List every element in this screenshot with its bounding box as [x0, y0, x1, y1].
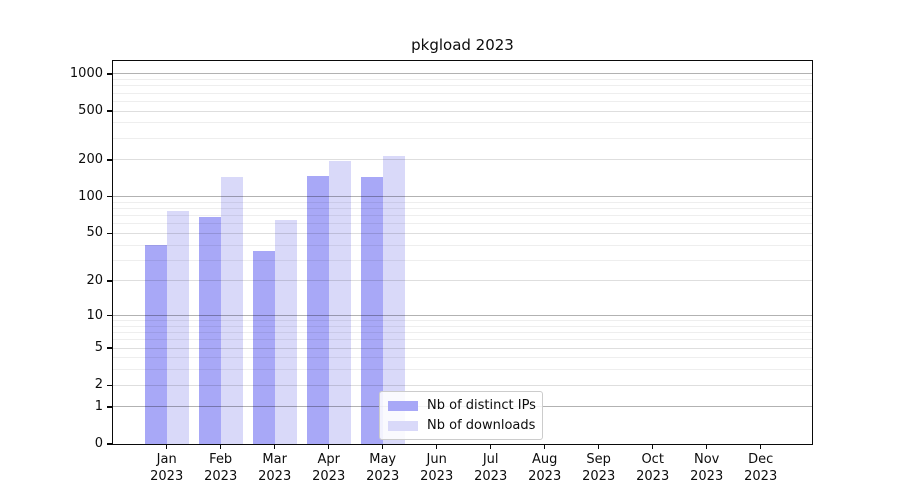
y-axis-tick-label: 200: [78, 151, 103, 167]
gridline-major: [113, 196, 812, 198]
x-axis-tick: [490, 444, 492, 449]
gridline-minor: [113, 92, 812, 94]
bar-downloads-apr: [328, 161, 351, 444]
x-axis-tick: [652, 444, 654, 449]
x-axis-tick-label: Feb 2023: [204, 452, 238, 484]
x-axis-tick-label: Mar 2023: [258, 452, 292, 484]
x-axis-tick-label: Apr 2023: [312, 452, 346, 484]
gridline-minor: [113, 100, 812, 102]
legend-entry-distinct-ips: Nb of distinct IPs: [388, 398, 536, 413]
x-axis-tick-label: Jun 2023: [420, 452, 454, 484]
y-axis-tick-label: 20: [86, 272, 103, 288]
x-axis-tick-label: Oct 2023: [636, 452, 670, 484]
bar-ips-jan: [144, 245, 167, 444]
y-axis-tick-label: 10: [86, 307, 103, 323]
x-axis-tick-label: Sep 2023: [582, 452, 616, 484]
x-axis-tick-label: Jan 2023: [150, 452, 184, 484]
gridline-minor: [113, 201, 812, 203]
bar-downloads-feb: [220, 177, 243, 444]
y-axis-tick-label: 1000: [69, 65, 103, 81]
y-axis-tick: [107, 384, 112, 386]
y-axis-tick: [107, 314, 112, 317]
y-axis-tick: [107, 280, 112, 282]
gridline-major: [113, 280, 812, 282]
legend: Nb of distinct IPs Nb of downloads: [379, 391, 543, 440]
gridline-minor: [113, 332, 812, 334]
gridline-minor: [113, 259, 812, 261]
y-axis-tick-label: 50: [86, 225, 103, 241]
bar-ips-mar: [252, 250, 275, 444]
gridline-minor: [113, 244, 812, 246]
plot-area: Nb of distinct IPs Nb of downloads 0 1 2 5 1…: [70, 60, 813, 484]
x-axis-tick: [220, 444, 222, 449]
y-axis-tick: [107, 159, 112, 161]
bar-ips-feb: [198, 217, 221, 444]
bar-ips-apr: [306, 176, 329, 444]
y-axis-tick-label: 100: [78, 188, 103, 204]
y-axis-tick: [107, 443, 112, 445]
x-axis-tick: [328, 444, 330, 449]
gridline-minor: [113, 208, 812, 210]
x-axis-tick: [436, 444, 438, 449]
gridline-major: [113, 347, 812, 349]
x-axis-tick-label: Jul 2023: [474, 452, 508, 484]
y-axis-tick: [107, 232, 112, 235]
x-axis-tick: [274, 444, 276, 449]
gridline-major: [113, 110, 812, 112]
y-axis-tick-label: 2: [94, 377, 103, 393]
gridline-minor: [113, 325, 812, 327]
legend-swatch-downloads: [388, 420, 418, 431]
y-axis-tick-label: 1: [94, 398, 103, 414]
x-axis-tick-label: May 2023: [366, 452, 400, 484]
legend-label-downloads: Nb of downloads: [427, 418, 536, 433]
x-axis-tick: [706, 444, 708, 449]
gridline-minor: [113, 357, 812, 359]
gridline-minor: [113, 215, 812, 217]
gridline-major: [113, 315, 812, 317]
y-axis-tick-label: 500: [78, 103, 103, 119]
y-axis-tick: [107, 73, 112, 75]
gridline-minor: [113, 223, 812, 225]
bar-downloads-may: [382, 156, 405, 444]
gridline-minor: [113, 320, 812, 322]
x-axis-tick: [598, 444, 600, 449]
y-axis-tick: [107, 196, 112, 198]
y-axis-tick: [107, 110, 112, 112]
x-axis-tick: [760, 444, 762, 449]
gridline-major: [113, 232, 812, 234]
x-axis-tick-label: Nov 2023: [690, 452, 724, 484]
legend-entry-downloads: Nb of downloads: [388, 418, 536, 433]
bar-downloads-jan: [166, 211, 189, 444]
y-axis-tick: [107, 347, 112, 349]
x-axis-tick-label: Dec 2023: [744, 452, 778, 484]
legend-label-distinct-ips: Nb of distinct IPs: [427, 398, 536, 413]
gridline-major: [113, 384, 812, 386]
chart-title: pkgload 2023: [411, 36, 514, 54]
y-axis-tick: [107, 406, 112, 408]
gridline-minor: [113, 122, 812, 124]
x-axis-tick: [544, 444, 546, 449]
x-axis-tick: [382, 444, 384, 449]
gridline-minor: [113, 137, 812, 139]
x-axis-tick-label: Aug 2023: [528, 452, 562, 484]
legend-swatch-distinct-ips: [388, 400, 418, 411]
gridline-minor: [113, 369, 812, 371]
gridline-minor: [113, 79, 812, 81]
bar-ips-may: [360, 177, 383, 444]
gridline-minor: [113, 85, 812, 87]
gridline-major: [113, 159, 812, 161]
gridline-major: [113, 73, 812, 75]
x-axis-tick: [166, 444, 168, 449]
y-axis-tick-label: 0: [94, 436, 103, 451]
gridline-minor: [113, 339, 812, 341]
y-axis-tick-label: 5: [94, 340, 103, 356]
bar-downloads-mar: [274, 219, 297, 444]
